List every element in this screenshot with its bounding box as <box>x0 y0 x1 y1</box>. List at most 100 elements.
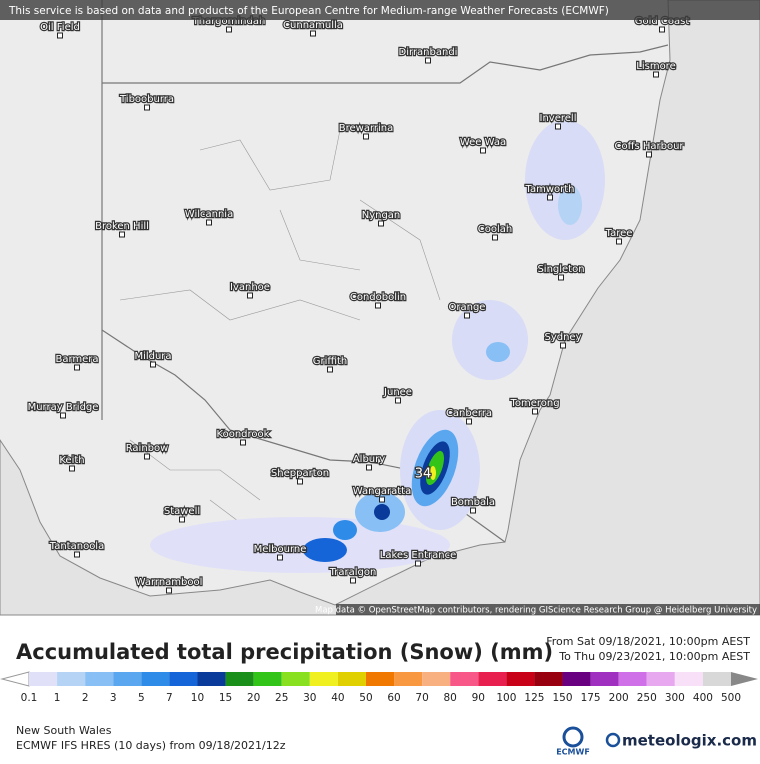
legend-swatch <box>646 672 675 686</box>
brand-text: meteologix.com <box>622 732 757 750</box>
place-label: Stawell <box>164 506 200 517</box>
place-label: Mildura <box>134 351 171 362</box>
place-marker <box>57 32 63 39</box>
legend-tick-label: 500 <box>721 692 741 704</box>
place-marker <box>415 560 421 567</box>
snow-area <box>333 520 357 540</box>
legend-tick-label: 20 <box>247 692 260 704</box>
place-marker <box>150 361 156 368</box>
legend-tick-label: 40 <box>331 692 344 704</box>
place-label: Brewarrina <box>339 123 394 134</box>
place-label: Rainbow <box>126 443 169 454</box>
place-marker <box>659 26 665 33</box>
snow-area <box>430 466 436 480</box>
place-marker <box>560 342 566 349</box>
legend-tick-label: 125 <box>524 692 544 704</box>
place-label: Orange <box>449 302 486 313</box>
legend-swatch <box>141 672 170 686</box>
place-label: Nyngan <box>362 210 401 221</box>
legend-to: To Thu 09/23/2021, 10:00pm AEST <box>558 650 750 663</box>
place-marker <box>247 292 253 299</box>
legend-tick-label: 175 <box>581 692 601 704</box>
place-marker <box>297 478 303 485</box>
snow-area <box>303 538 347 562</box>
legend-swatch <box>225 672 254 686</box>
place-marker <box>144 104 150 111</box>
legend-tick-label: 400 <box>693 692 713 704</box>
place-label: Dirranbandi <box>399 47 458 58</box>
legend-swatch <box>29 672 58 686</box>
place-marker <box>119 231 125 238</box>
legend-tick-label: 30 <box>303 692 316 704</box>
legend-swatch <box>506 672 535 686</box>
place-label: Coolah <box>478 224 512 235</box>
place-label: Koondrook <box>217 429 270 440</box>
place-label: Coffs Harbour <box>614 141 684 152</box>
place-marker <box>69 465 75 472</box>
place-label: Tibooburra <box>119 94 174 105</box>
place-marker <box>366 464 372 471</box>
snow-area <box>558 185 582 225</box>
header-attribution: This service is based on data and produc… <box>8 5 609 17</box>
sea <box>0 0 760 616</box>
place-label: Broken Hill <box>95 221 149 232</box>
place-label: Condobolin <box>350 292 406 303</box>
legend-swatch <box>702 672 731 686</box>
legend-swatch <box>281 672 310 686</box>
snow-field <box>150 120 605 573</box>
place-label: Traralgon <box>329 567 377 578</box>
place-marker <box>310 30 316 37</box>
legend-tick-label: 15 <box>219 692 232 704</box>
ecmwf-logo <box>562 726 584 748</box>
place-marker <box>74 364 80 371</box>
place-label: Singleton <box>537 264 584 275</box>
place-marker <box>532 408 538 415</box>
place-marker <box>646 151 652 158</box>
place-marker <box>492 234 498 241</box>
place-label: Albury <box>353 454 385 465</box>
legend-arrow-right <box>731 672 758 686</box>
place-label: Oil Field <box>40 22 80 33</box>
legend-swatch <box>309 672 338 686</box>
place-marker <box>547 194 553 201</box>
place-label: Keith <box>59 455 84 466</box>
legend-swatch <box>365 672 395 686</box>
legend-tick-label: 3 <box>110 692 117 704</box>
legend: 0.1 1 2 3 5 7 10 15 20 25 30 40 50 60 70 80 90 100 125 150 1… <box>0 671 758 704</box>
legend-tick-label: 2 <box>82 692 89 704</box>
place-label: Tamworth <box>525 184 575 195</box>
place-label: Canberra <box>446 408 492 419</box>
legend-tick-label: 300 <box>665 692 685 704</box>
legend-arrow-left <box>0 671 30 687</box>
place-label: Wangaratta <box>353 486 411 497</box>
place-marker <box>395 397 401 404</box>
place-marker <box>470 507 476 514</box>
legend-tick-label: 80 <box>444 692 457 704</box>
place-label: Wee Waa <box>460 137 506 148</box>
state-border <box>101 0 669 420</box>
place-marker <box>179 516 185 523</box>
footer-region: New South Wales <box>16 724 112 737</box>
place-label: Murray Bridge <box>28 402 99 413</box>
legend-swatch <box>590 672 619 686</box>
place-label: Wilcannia <box>185 209 233 220</box>
legend-swatch <box>478 672 507 686</box>
legend-swatch <box>57 672 86 686</box>
legend-swatch <box>85 672 114 686</box>
legend-tick-label: 5 <box>138 692 145 704</box>
legend-tick-label: 70 <box>415 692 428 704</box>
place-marker <box>144 453 150 460</box>
place-label: Melbourne <box>254 544 307 555</box>
legend-tick-label: 250 <box>637 692 657 704</box>
legend-swatch <box>337 672 366 686</box>
legend-tick-label: 90 <box>472 692 485 704</box>
legend-swatch <box>450 672 479 686</box>
legend-tick-label: 25 <box>275 692 288 704</box>
place-marker <box>363 133 369 140</box>
legend-swatch <box>534 672 563 686</box>
footer-model: ECMWF IFS HRES (10 days) from 09/18/2021… <box>16 739 286 752</box>
place-label: Cunnamulla <box>283 20 343 31</box>
place-marker <box>555 123 561 130</box>
snow-area <box>452 300 528 380</box>
